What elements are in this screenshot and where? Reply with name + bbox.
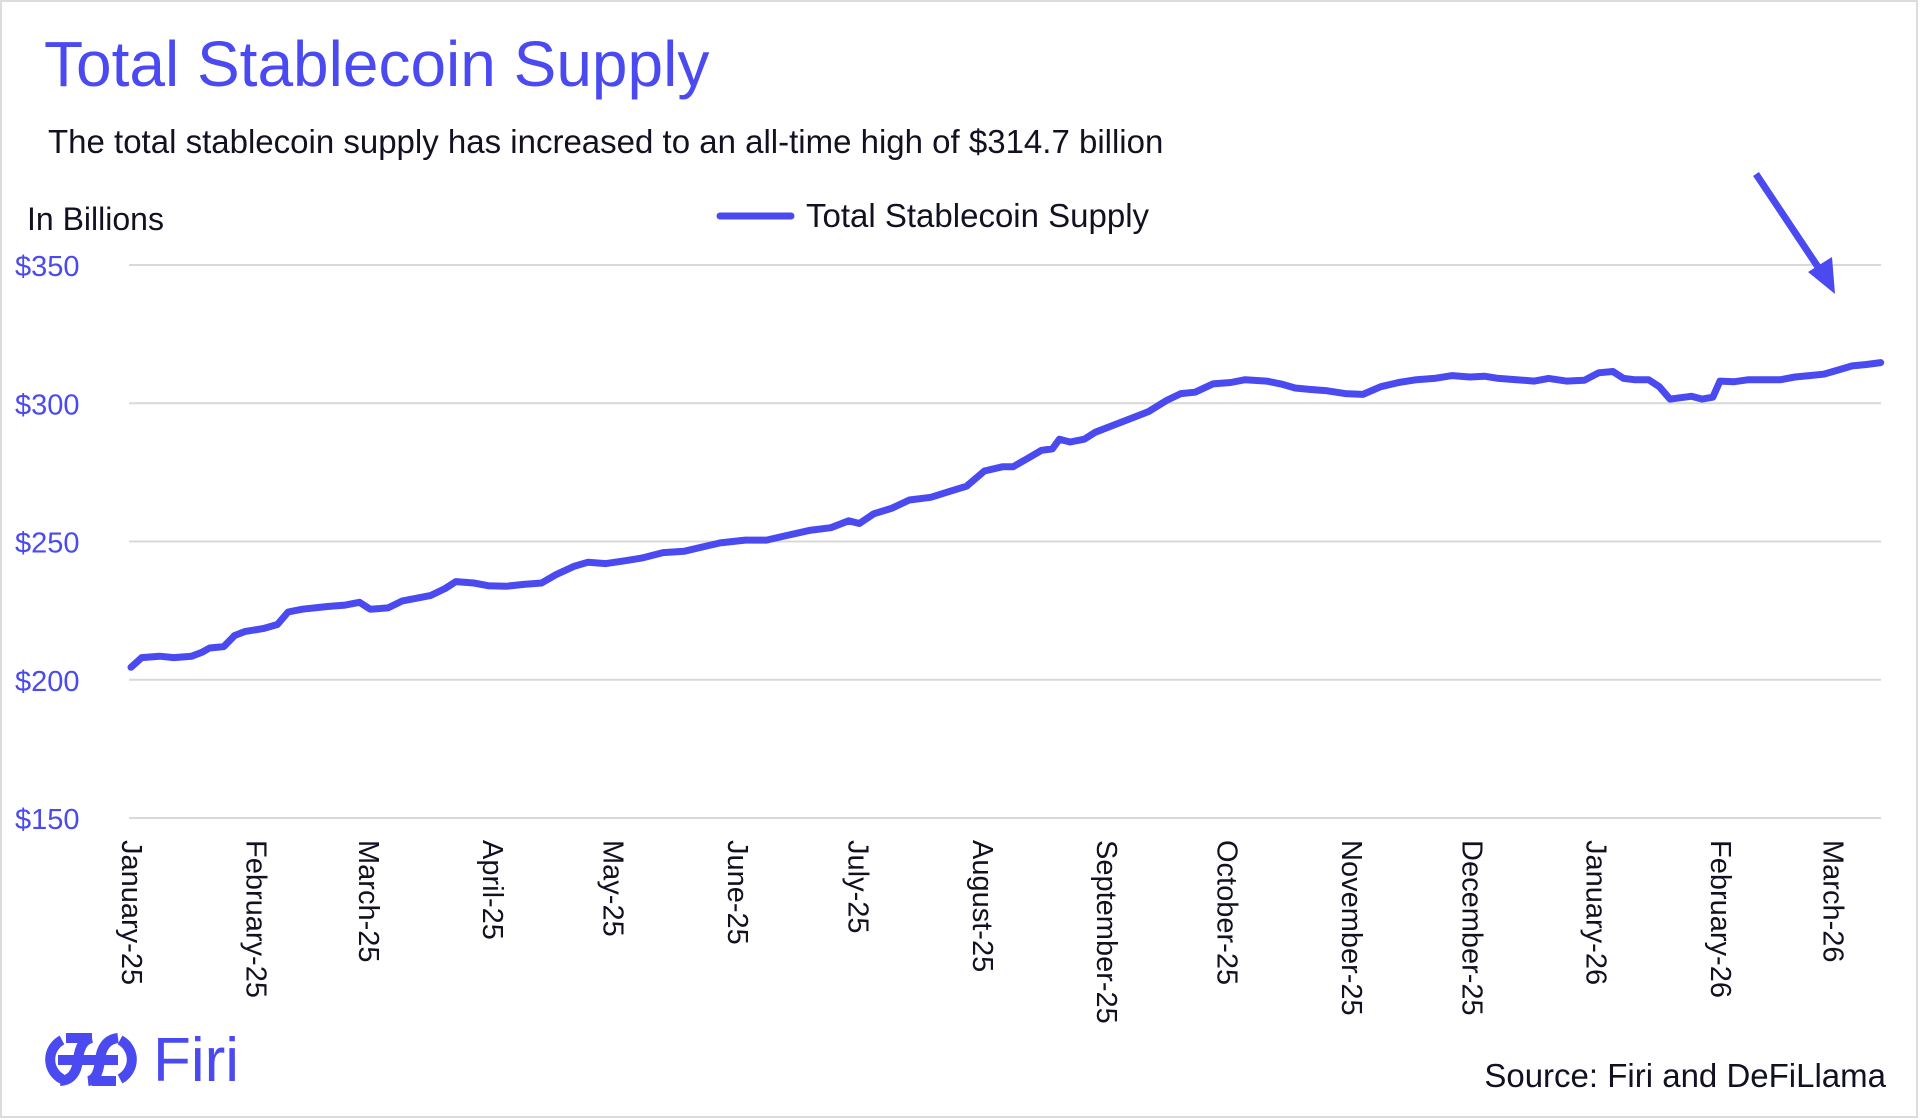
series-line-total-stablecoin-supply [127, 359, 1885, 671]
x-tick-label: January-26 [1580, 840, 1612, 985]
legend: Total Stablecoin Supply [716, 197, 1150, 234]
x-tick-label: December-25 [1455, 840, 1487, 1016]
y-axis-label: In Billions [27, 201, 164, 237]
x-tick-label: February-25 [239, 840, 271, 998]
legend-label: Total Stablecoin Supply [806, 197, 1150, 234]
x-tick-label: March-26 [1817, 840, 1849, 963]
x-tick-label: April-25 [476, 840, 508, 940]
x-tick-label: November-25 [1335, 840, 1367, 1016]
annotation-arrow [1753, 172, 1835, 294]
x-tick-label: January-25 [115, 840, 147, 985]
y-tick-label: $350 [15, 251, 80, 283]
x-tick-label: June-25 [721, 840, 753, 945]
x-tick-label: July-25 [841, 840, 873, 934]
x-tick-label: October-25 [1211, 840, 1243, 985]
firi-logo: Firi [45, 1026, 239, 1095]
chart-title: Total Stablecoin Supply [44, 28, 709, 100]
x-tick-label: February-26 [1704, 840, 1736, 998]
x-tick-label: May-25 [597, 840, 629, 937]
x-tick-label: September-25 [1090, 840, 1122, 1024]
y-tick-label: $150 [15, 804, 80, 836]
firi-logo-icon [45, 1033, 137, 1086]
firi-logo-text: Firi [153, 1026, 239, 1095]
y-tick-label: $250 [15, 528, 80, 560]
x-tick-label: March-25 [352, 840, 384, 963]
y-tick-label: $200 [15, 666, 80, 698]
y-tick-label: $300 [15, 389, 80, 421]
source-note: Source: Firi and DeFiLlama [1484, 1057, 1886, 1094]
x-tick-label: August-25 [966, 840, 998, 972]
chart-subtitle: The total stablecoin supply has increase… [48, 123, 1163, 160]
